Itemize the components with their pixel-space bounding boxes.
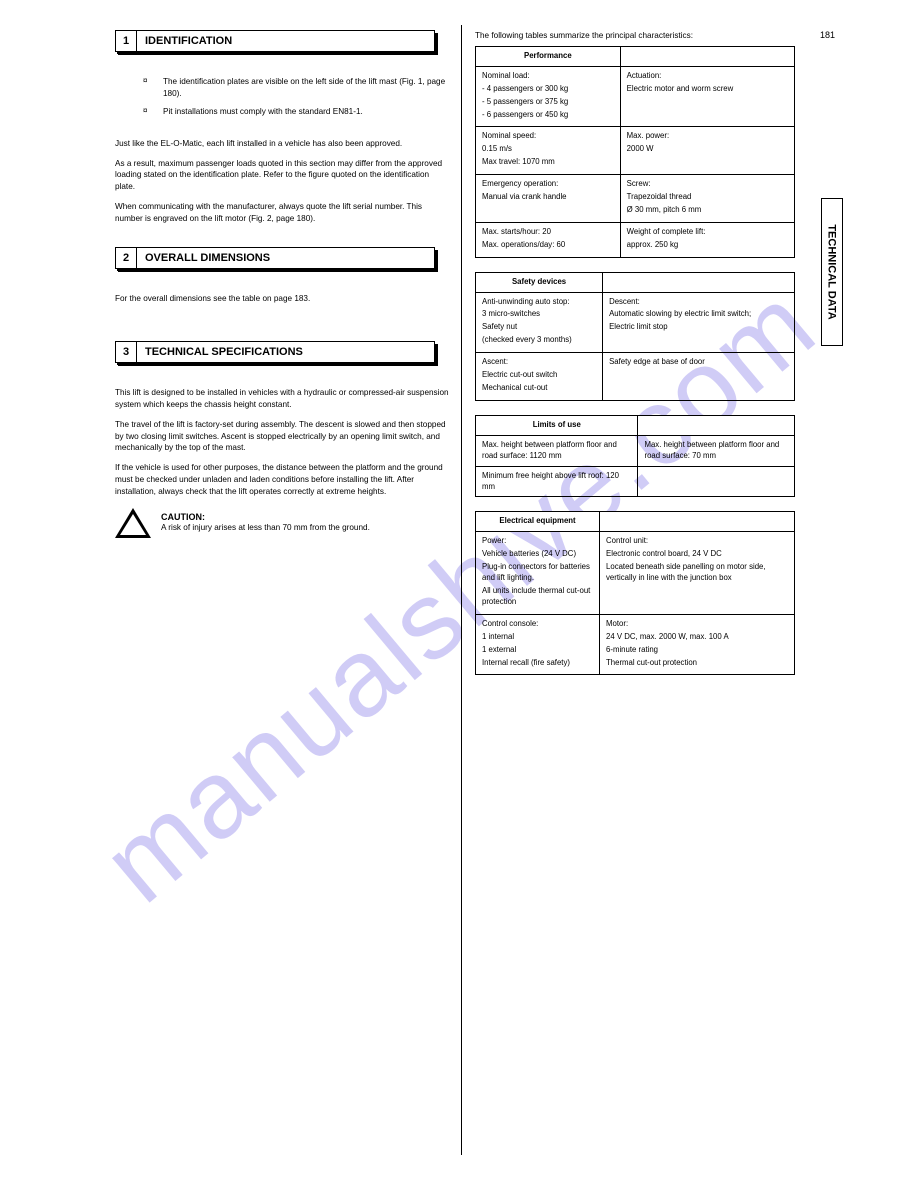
section-header-3: 3 TECHNICAL SPECIFICATIONS: [115, 341, 450, 363]
warning-icon: [115, 508, 151, 538]
bullet-item: ¤ Pit installations must comply with the…: [143, 106, 450, 118]
table-performance: Performance Nominal load:- 4 passengers …: [475, 46, 795, 258]
table-cell: Actuation:Electric motor and worm screw: [620, 66, 794, 127]
table-cell: Max. height between platform floor and r…: [638, 435, 795, 466]
caution-text: A risk of injury arises at less than 70 …: [161, 522, 370, 534]
table-header: Electrical equipment: [476, 512, 600, 532]
paragraph: This lift is designed to be installed in…: [115, 387, 450, 411]
table-header: Limits of use: [476, 415, 638, 435]
section-number-2: 2: [115, 247, 137, 269]
table-cell: Power:Vehicle batteries (24 V DC)Plug-in…: [476, 532, 600, 614]
side-tab: TECHNICAL DATA: [821, 198, 843, 346]
paragraph: For the overall dimensions see the table…: [115, 293, 450, 305]
table-electrical: Electrical equipment Power:Vehicle batte…: [475, 511, 795, 675]
table-header: Safety devices: [476, 272, 603, 292]
table-cell: Motor:24 V DC, max. 2000 W, max. 100 A6-…: [600, 614, 795, 675]
paragraph: If the vehicle is used for other purpose…: [115, 462, 450, 498]
section-header-1: 1 IDENTIFICATION: [115, 30, 450, 52]
bullet-item: ¤ The identification plates are visible …: [143, 76, 450, 100]
column-divider: [461, 25, 462, 1155]
table-cell: Weight of complete lift:approx. 250 kg: [620, 222, 794, 257]
table-cell: Minimum free height above lift roof: 120…: [476, 466, 638, 497]
table-cell: Max. starts/hour: 20Max. operations/day:…: [476, 222, 621, 257]
table-intro: The following tables summarize the princ…: [475, 30, 795, 42]
table-limits: Limits of use Max. height between platfo…: [475, 415, 795, 498]
table-header: [620, 46, 794, 66]
table-cell: Nominal speed:0.15 m/sMax travel: 1070 m…: [476, 127, 621, 175]
table-cell: [638, 466, 795, 497]
table-cell: Ascent:Electric cut-out switchMechanical…: [476, 353, 603, 401]
table-header: [638, 415, 795, 435]
bullet-icon: ¤: [143, 106, 163, 118]
table-cell: Screw:Trapezoidal threadØ 30 mm, pitch 6…: [620, 175, 794, 223]
right-column: The following tables summarize the princ…: [475, 30, 795, 689]
paragraph: Just like the EL-O-Matic, each lift inst…: [115, 138, 450, 150]
side-tab-label: TECHNICAL DATA: [826, 224, 838, 319]
table-cell: Nominal load:- 4 passengers or 300 kg- 5…: [476, 66, 621, 127]
table-header: Performance: [476, 46, 621, 66]
section-title-1: IDENTIFICATION: [137, 35, 232, 47]
table-cell: Control console:1 internal1 externalInte…: [476, 614, 600, 675]
caution-block: CAUTION: A risk of injury arises at less…: [115, 508, 450, 538]
table-cell: Control unit:Electronic control board, 2…: [600, 532, 795, 614]
table-cell: Descent:Automatic slowing by electric li…: [603, 292, 795, 353]
bullet-text: Pit installations must comply with the s…: [163, 106, 363, 118]
bullet-icon: ¤: [143, 76, 163, 100]
paragraph: The travel of the lift is factory-set du…: [115, 419, 450, 455]
section-header-2: 2 OVERALL DIMENSIONS: [115, 247, 450, 269]
caution-label: CAUTION:: [161, 512, 370, 522]
section-number-1: 1: [115, 30, 137, 52]
paragraph: As a result, maximum passenger loads quo…: [115, 158, 450, 194]
table-cell: Safety edge at base of door: [603, 353, 795, 401]
section-title-2: OVERALL DIMENSIONS: [137, 252, 270, 264]
table-header: [603, 272, 795, 292]
table-header: [600, 512, 795, 532]
page-number: 181: [820, 30, 835, 40]
table-cell: Anti-unwinding auto stop:3 micro-switche…: [476, 292, 603, 353]
paragraph: When communicating with the manufacturer…: [115, 201, 450, 225]
table-cell: Max. power:2000 W: [620, 127, 794, 175]
table-cell: Max. height between platform floor and r…: [476, 435, 638, 466]
bullet-text: The identification plates are visible on…: [163, 76, 450, 100]
table-safety: Safety devices Anti-unwinding auto stop:…: [475, 272, 795, 401]
left-column: 1 IDENTIFICATION ¤ The identification pl…: [115, 30, 450, 548]
section-number-3: 3: [115, 341, 137, 363]
section-title-3: TECHNICAL SPECIFICATIONS: [137, 346, 303, 358]
table-cell: Emergency operation:Manual via crank han…: [476, 175, 621, 223]
